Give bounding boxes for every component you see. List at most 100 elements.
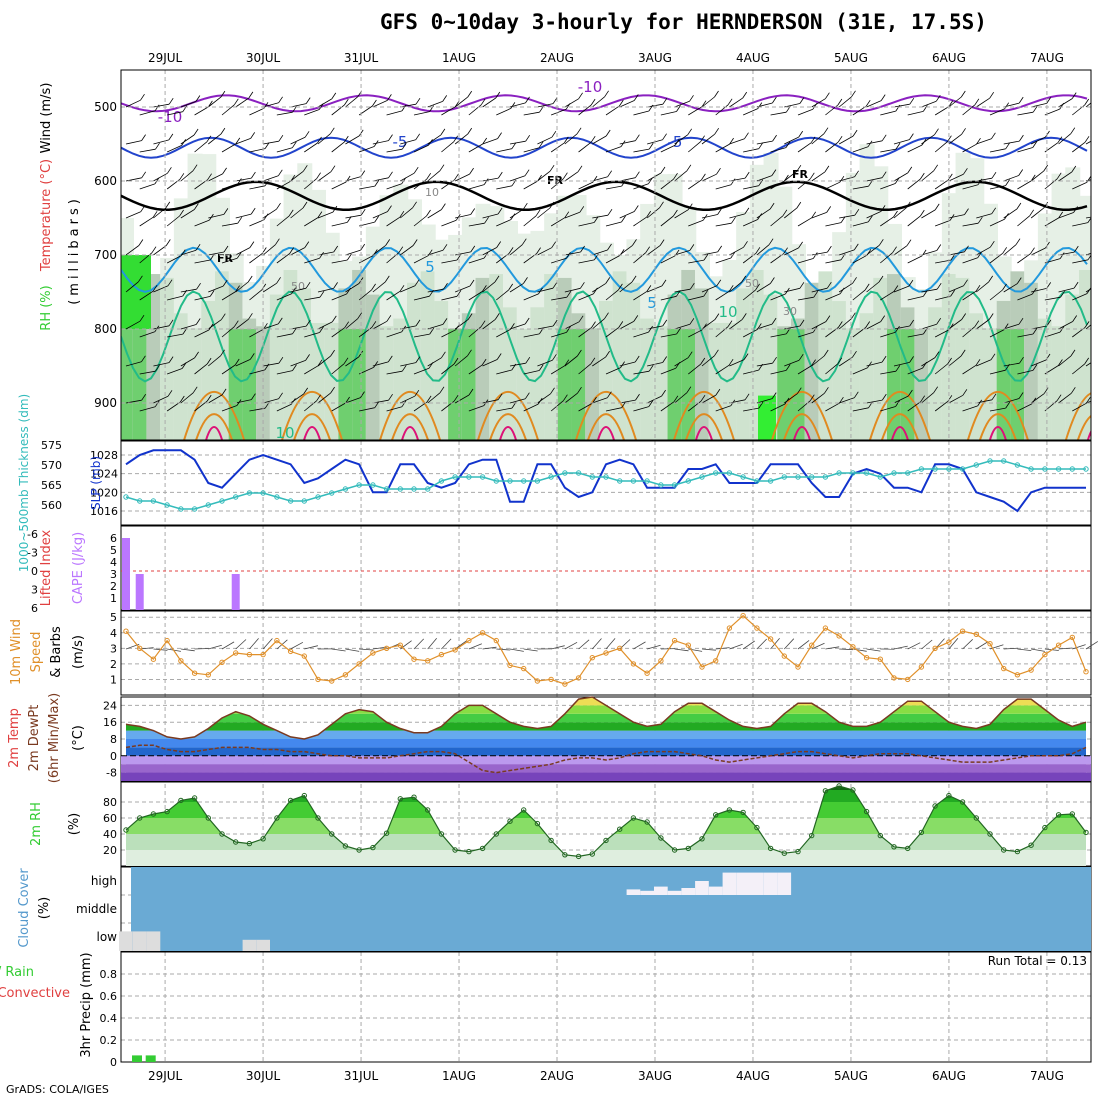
wind-barb — [153, 395, 169, 404]
wind-barb — [413, 111, 430, 116]
wind-barb-flag — [934, 203, 940, 211]
wind-barb — [345, 249, 361, 256]
wind-barb-flag — [907, 166, 913, 174]
wind-barb-flag — [1019, 356, 1024, 364]
wind-barb — [921, 134, 935, 145]
contour-label: 5 — [647, 294, 657, 312]
wind-barb-flag — [1043, 387, 1049, 394]
wind-barb — [1044, 296, 1061, 301]
wind-barb — [1003, 362, 1020, 367]
wind-barb — [660, 367, 676, 375]
dewpoint-line — [125, 744, 1087, 774]
wind-barb-flag — [237, 216, 243, 224]
wind-barb-flag — [535, 209, 541, 217]
wind-barb — [290, 360, 306, 367]
wind-barb — [880, 252, 893, 264]
wind-barb-flag — [578, 315, 584, 323]
wind-barb — [1003, 140, 1020, 145]
wind-barb-flag — [1059, 252, 1065, 259]
contour-label: -10 — [578, 78, 603, 96]
wind-barb — [742, 219, 758, 227]
wind-tick-label: 1 — [110, 673, 117, 686]
cape-tick-label: 6 — [110, 532, 117, 545]
wind-barb — [427, 170, 441, 182]
wind-barb-flag — [905, 201, 911, 209]
thickness-line-point — [1083, 466, 1089, 472]
wind-barb — [331, 363, 345, 375]
cloud-level-label: middle — [76, 902, 117, 916]
wind-barb — [249, 253, 263, 264]
wind-barb-flag — [333, 245, 339, 253]
wind-barb-flag — [206, 394, 212, 402]
wind-barb — [125, 320, 141, 330]
wind-barb — [578, 363, 592, 375]
wind-barb-flag — [607, 391, 612, 398]
rh-line-point — [397, 796, 403, 802]
wind-speed-line-point — [1014, 672, 1021, 678]
surface-wind-barb — [893, 645, 908, 650]
wind-barb-flag — [605, 129, 611, 137]
top-date-label: 4AUG — [736, 51, 770, 65]
wind-barb — [811, 287, 828, 293]
wind-barb — [921, 357, 936, 367]
wind-barb — [208, 173, 223, 182]
temperature-axis-label: Temperature (°C) — [39, 159, 54, 272]
wind-barb-flag — [811, 211, 817, 219]
rh-line-point — [137, 815, 143, 821]
panel-frame-wind — [120, 610, 1092, 696]
wind-barb — [1044, 258, 1061, 264]
wind-barb-flag — [319, 326, 324, 333]
wind-barb — [386, 148, 403, 153]
contour-plus-20 — [391, 413, 429, 440]
wind-barb — [331, 141, 345, 153]
rh-shade-high — [228, 329, 244, 440]
wind-barb-flag — [566, 252, 571, 259]
wind-barb — [701, 173, 717, 182]
wind-barb-flag — [880, 315, 886, 322]
contour-plus-20 — [783, 413, 821, 440]
thickness-line-point — [671, 482, 678, 488]
wind-speed-line-point — [562, 681, 568, 687]
thickness-line-point — [425, 486, 431, 492]
wind-barb — [825, 402, 840, 412]
wind-speed-line-point — [809, 642, 815, 648]
wind-barb — [1017, 180, 1032, 190]
wind-barb — [331, 222, 348, 227]
wind-barb — [715, 222, 732, 227]
wind-barb — [797, 217, 812, 227]
wind-barb-flag — [484, 216, 489, 224]
wind-barb — [1085, 216, 1091, 219]
wind-barb — [125, 281, 139, 293]
wind-barb — [1003, 102, 1020, 108]
wind-barb — [866, 281, 880, 293]
wind-barb — [989, 407, 1006, 412]
wind-barb — [674, 170, 688, 182]
wind-barb-flag — [771, 317, 777, 325]
rh-tick-label: 20 — [103, 844, 117, 857]
wind-barb-flag — [247, 275, 253, 283]
wind-barb — [907, 178, 921, 190]
wind-barb — [921, 288, 938, 293]
wind-barb-flag — [1005, 401, 1011, 409]
wind-barb — [1058, 287, 1075, 293]
wind-barb — [893, 245, 908, 256]
wind-barb-flag — [827, 245, 832, 253]
thickness-line-point — [274, 494, 280, 500]
rh-shade-mid — [804, 282, 820, 440]
wind-barb-flag — [799, 97, 805, 104]
rh-line-point — [123, 827, 129, 833]
wind-barb-flag — [412, 201, 417, 209]
rh-line-point — [932, 803, 938, 809]
wind-barb-flag — [456, 290, 462, 297]
wind-speed-line-point — [1028, 667, 1034, 673]
temperature-band — [126, 722, 1086, 731]
wind-barb — [400, 395, 415, 404]
wind-barb — [633, 216, 647, 227]
wind-barb — [1003, 283, 1018, 293]
wind-barb — [496, 329, 511, 338]
wind-barb-flag — [401, 142, 407, 150]
wind-barb — [125, 140, 142, 145]
wind-barb — [605, 185, 622, 190]
wind-barb-flag — [316, 172, 321, 179]
wind-speed-line-point — [946, 639, 952, 645]
